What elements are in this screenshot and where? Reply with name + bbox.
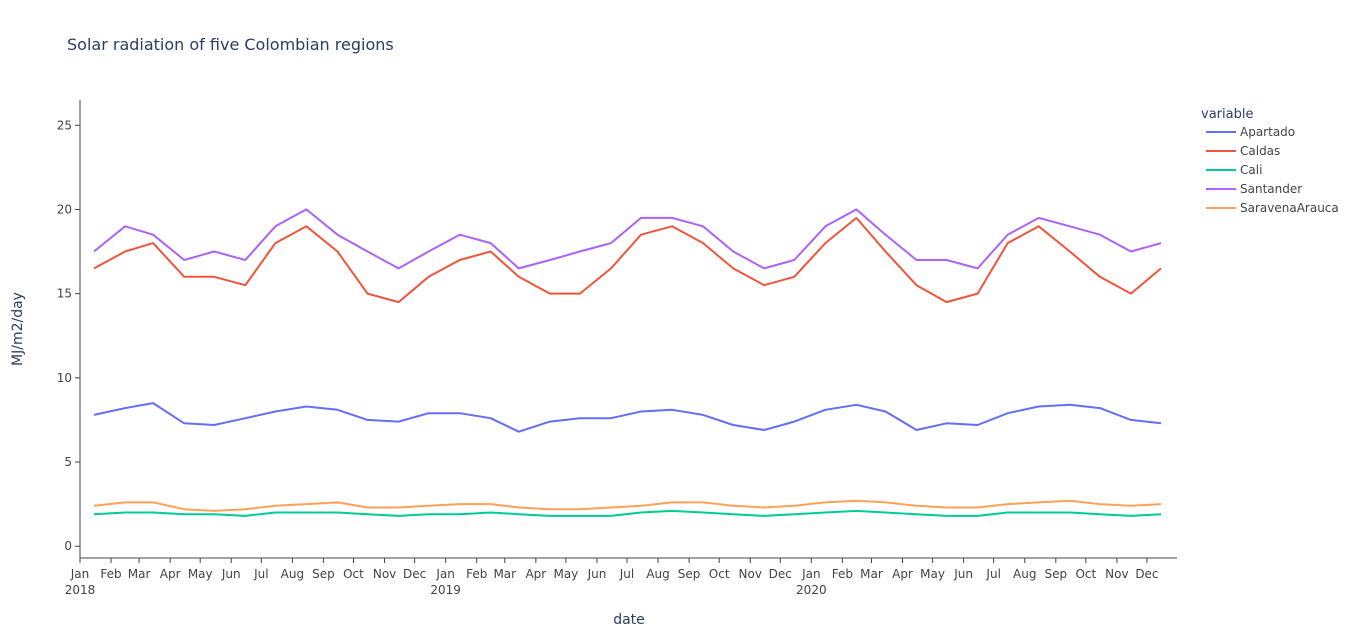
x-tick-label: Jun	[953, 567, 973, 581]
series-line-saravenaarauca	[93, 499, 1162, 512]
x-tick-label: Mar	[128, 567, 151, 581]
x-tick-label: Oct	[1075, 567, 1096, 581]
series-line-apartado	[93, 402, 1162, 433]
x-tick-year-label: 2019	[430, 583, 461, 597]
x-tick-label: Mar	[493, 567, 516, 581]
x-axis-ticks: Jan 2018 Feb Mar Apr May Jun Jul Aug Sep Oct Nov Dec…	[65, 558, 1159, 597]
x-tick-year-label: 2018	[65, 583, 96, 597]
y-tick-label: 5	[64, 455, 72, 469]
x-tick-year-label: 2020	[796, 583, 827, 597]
y-axis-ticks: 0 5 10 15 20 25	[57, 118, 80, 553]
x-tick-label: May	[188, 567, 213, 581]
chart-title: Solar radiation of five Colombian region…	[67, 35, 394, 54]
x-tick-label: Nov	[1105, 567, 1128, 581]
x-tick-label: Jul	[619, 567, 634, 581]
x-tick-label: Jan	[70, 567, 90, 581]
series-line-cali	[93, 509, 1162, 517]
x-tick-label: Nov	[373, 567, 396, 581]
legend-label: Apartado	[1240, 125, 1295, 139]
y-tick-label: 0	[64, 539, 72, 553]
x-tick-label: Apr	[160, 567, 181, 581]
x-tick-label: Mar	[860, 567, 883, 581]
x-tick-label: May	[553, 567, 578, 581]
x-tick-label: Dec	[403, 567, 426, 581]
x-tick-label: Sep	[312, 567, 335, 581]
x-tick-label: Jan	[435, 567, 455, 581]
x-tick-label: Jul	[253, 567, 268, 581]
x-tick-label: Jan	[801, 567, 821, 581]
x-tick-label: Apr	[892, 567, 913, 581]
x-axis-title: date	[613, 612, 645, 628]
x-tick-label: Aug	[646, 567, 669, 581]
x-tick-label: Aug	[1013, 567, 1036, 581]
x-tick-label: Feb	[466, 567, 487, 581]
series-lines	[93, 208, 1162, 517]
x-tick-label: Jul	[985, 567, 1000, 581]
x-tick-label: Aug	[281, 567, 304, 581]
x-tick-label: Feb	[100, 567, 121, 581]
series-line-caldas	[93, 216, 1162, 304]
legend: variable Apartado Caldas Cali Santander Sara…	[1201, 107, 1339, 215]
plot-area: 0 5 10 15 20 25 Jan 2018 Feb Mar Apr May Jun Jul Aug S…	[57, 100, 1177, 597]
x-tick-label: Oct	[343, 567, 364, 581]
x-tick-label: Oct	[709, 567, 730, 581]
x-tick-label: Dec	[769, 567, 792, 581]
x-tick-label: Jun	[587, 567, 607, 581]
x-tick-label: Nov	[739, 567, 762, 581]
series-line-santander	[93, 208, 1162, 270]
y-tick-label: 20	[57, 202, 72, 216]
y-tick-label: 15	[57, 287, 72, 301]
x-tick-label: Dec	[1135, 567, 1158, 581]
y-axis-title: MJ/m2/day	[10, 292, 26, 366]
y-tick-label: 25	[57, 118, 72, 132]
x-tick-label: Sep	[678, 567, 701, 581]
x-tick-label: Jun	[221, 567, 241, 581]
x-tick-label: Sep	[1044, 567, 1067, 581]
x-tick-label: May	[920, 567, 945, 581]
legend-title: variable	[1201, 107, 1253, 122]
x-tick-label: Apr	[525, 567, 546, 581]
x-tick-label: Feb	[832, 567, 853, 581]
legend-label: Cali	[1240, 163, 1262, 177]
legend-label: Santander	[1240, 182, 1302, 196]
legend-label: SaravenaArauca	[1240, 201, 1339, 215]
legend-label: Caldas	[1240, 144, 1280, 158]
y-tick-label: 10	[57, 371, 72, 385]
